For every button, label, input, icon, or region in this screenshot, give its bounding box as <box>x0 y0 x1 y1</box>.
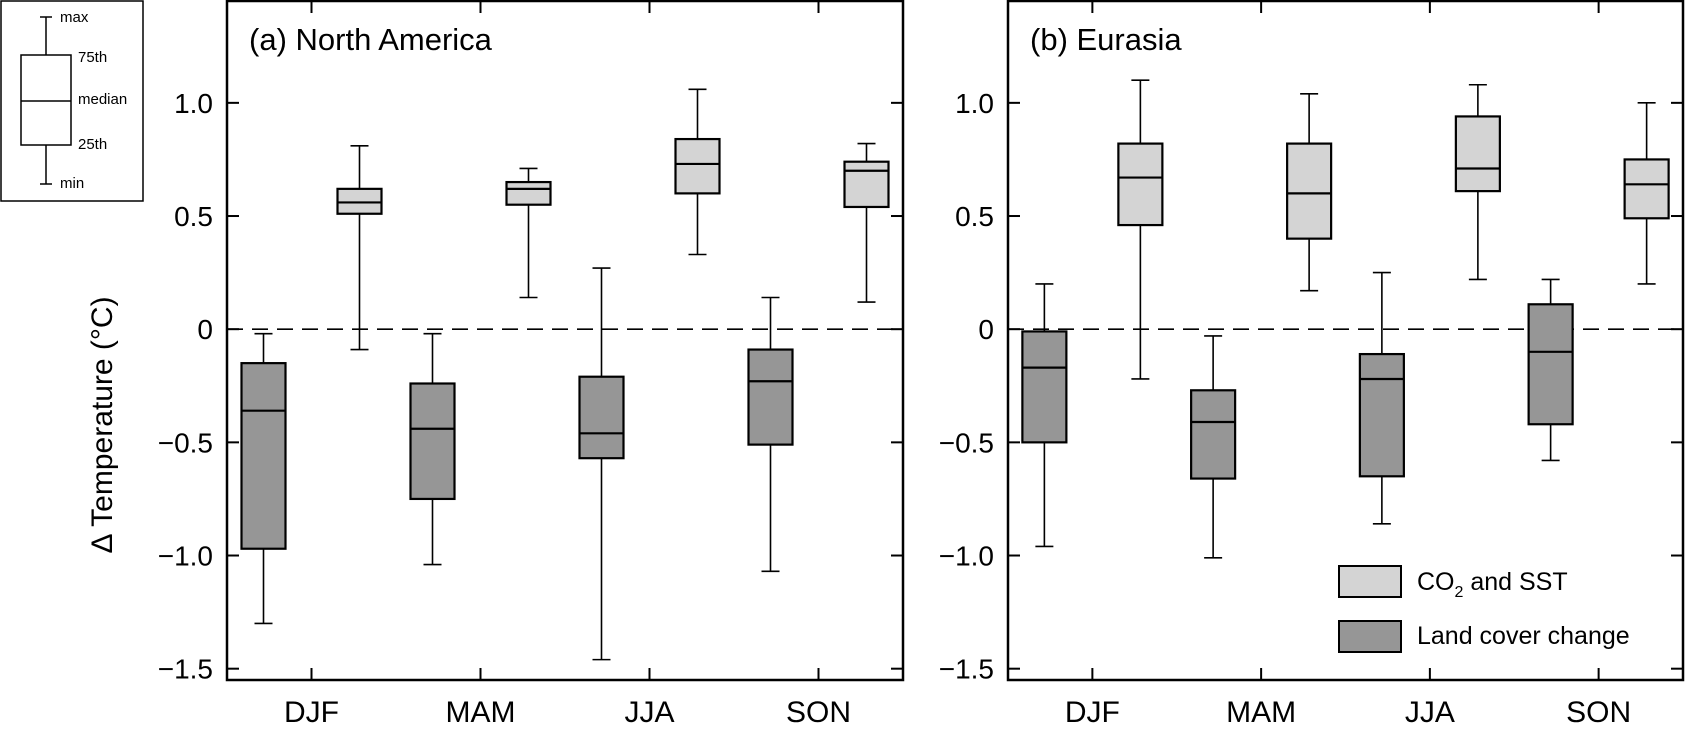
box-mam-co2-sst <box>505 167 552 299</box>
box-mam-land-cover <box>1190 335 1237 559</box>
y-axis-label: Δ Temperature (°C) <box>86 296 119 553</box>
y-tick-label: −1.0 <box>939 541 994 572</box>
box-djf-land-cover <box>240 332 287 625</box>
x-tick-label-jja: JJA <box>624 696 674 729</box>
box-son-co2-sst <box>843 142 890 303</box>
box-jja-land-cover-iqr <box>1358 352 1405 478</box>
key-label-median: median <box>78 91 127 108</box>
y-tick-label: 0.5 <box>174 201 213 232</box>
box-mam-land-cover-iqr <box>1190 389 1237 480</box>
y-tick-label: 1.0 <box>174 88 213 119</box>
box-mam-co2-sst-iqr <box>505 180 552 206</box>
box-son-land-cover <box>1527 278 1574 462</box>
box-mam-co2-sst <box>1286 92 1333 292</box>
y-tick-label: 0 <box>197 314 213 345</box>
panel-north-america: −1.5 −1.0 −0.5 0 0.5 1.0 DJF MAM JJA SON (a) North… <box>158 0 905 729</box>
y-tick-label: −0.5 <box>939 427 994 458</box>
series-legend: CO2 and SST Land cover change <box>1338 565 1630 653</box>
key-label-min: min <box>60 175 84 192</box>
legend-swatch-co2-sst <box>1338 565 1402 598</box>
box-mam-land-cover <box>409 332 456 566</box>
y-tick-label: −0.5 <box>158 427 213 458</box>
box-djf-co2-sst <box>336 145 383 351</box>
box-jja-land-cover <box>578 267 625 661</box>
box-son-land-cover-iqr <box>747 348 794 446</box>
box-son-land-cover <box>747 296 794 573</box>
panel-frame <box>1006 0 1685 682</box>
box-son-co2-sst-iqr <box>843 160 890 209</box>
box-jja-land-cover-iqr <box>578 375 625 460</box>
box-djf-land-cover-iqr <box>240 362 287 550</box>
x-tick-label-djf: DJF <box>1065 696 1120 729</box>
box-jja-co2-sst-iqr <box>1454 115 1501 193</box>
x-tick-label-son: SON <box>1566 696 1631 729</box>
box-djf-co2-sst-iqr <box>1117 142 1164 227</box>
box-djf-land-cover <box>1021 283 1068 548</box>
box-djf-co2-sst <box>1117 79 1164 380</box>
box-jja-co2-sst-iqr <box>674 137 721 195</box>
x-tick-label-mam: MAM <box>446 696 516 729</box>
panel-title: (b) Eurasia <box>1030 22 1182 57</box>
box-jja-co2-sst <box>1454 83 1501 281</box>
panel-frame <box>225 0 905 682</box>
x-tick-label-jja: JJA <box>1405 696 1455 729</box>
box-mam-land-cover-iqr <box>409 382 456 501</box>
key-label-max: max <box>60 9 89 26</box>
x-tick-label-son: SON <box>786 696 851 729</box>
key-label-25th: 25th <box>78 136 107 153</box>
box-son-co2-sst <box>1623 102 1670 285</box>
panel-eurasia: −1.5 −1.0 −0.5 0 0.5 1.0 DJF MAM JJA SON (b) Euras… <box>939 0 1685 729</box>
key-label-75th: 75th <box>78 49 107 66</box>
legend-swatch-land-cover <box>1338 620 1402 653</box>
box-son-co2-sst-iqr <box>1623 158 1670 220</box>
y-tick-label: 0.5 <box>955 201 994 232</box>
y-tick-label: −1.5 <box>158 654 213 685</box>
box-djf-co2-sst-iqr <box>336 187 383 215</box>
box-son-land-cover-iqr <box>1527 303 1574 426</box>
y-tick-label: −1.0 <box>158 541 213 572</box>
box-djf-land-cover-iqr <box>1021 330 1068 444</box>
legend-label-co2-sst: CO2 and SST <box>1417 568 1568 601</box>
box-jja-land-cover <box>1358 271 1405 525</box>
y-tick-label: 1.0 <box>955 88 994 119</box>
panel-title: (a) North America <box>249 22 493 57</box>
x-tick-label-djf: DJF <box>284 696 339 729</box>
box-mam-co2-sst-iqr <box>1286 142 1333 240</box>
boxplot-key: max 75th median 25th min <box>0 0 144 202</box>
y-tick-label: 0 <box>978 314 994 345</box>
legend-label-land-cover: Land cover change <box>1417 622 1630 650</box>
key-box <box>20 54 72 146</box>
y-tick-label: −1.5 <box>939 654 994 685</box>
box-jja-co2-sst <box>674 88 721 256</box>
x-tick-label-mam: MAM <box>1226 696 1296 729</box>
